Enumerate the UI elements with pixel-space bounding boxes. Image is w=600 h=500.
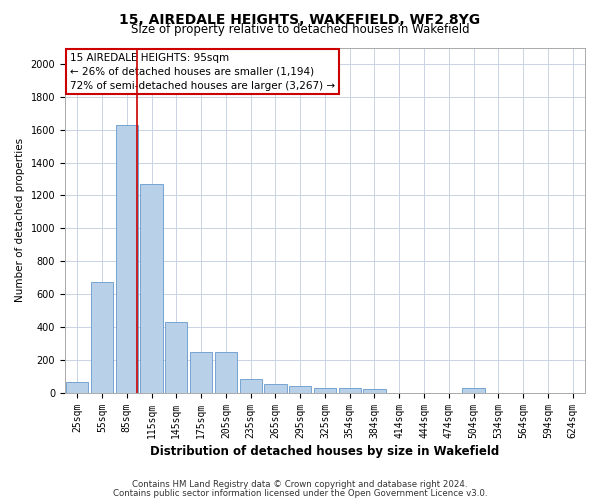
Bar: [140, 184, 163, 392]
Bar: [289, 386, 311, 392]
Text: 15, AIREDALE HEIGHTS, WAKEFIELD, WF2 8YG: 15, AIREDALE HEIGHTS, WAKEFIELD, WF2 8YG: [119, 12, 481, 26]
Text: Contains public sector information licensed under the Open Government Licence v3: Contains public sector information licen…: [113, 489, 487, 498]
Bar: [215, 352, 237, 393]
Bar: [264, 384, 287, 392]
Text: 15 AIREDALE HEIGHTS: 95sqm
← 26% of detached houses are smaller (1,194)
72% of s: 15 AIREDALE HEIGHTS: 95sqm ← 26% of deta…: [70, 52, 335, 90]
Bar: [463, 388, 485, 392]
Y-axis label: Number of detached properties: Number of detached properties: [15, 138, 25, 302]
Bar: [314, 388, 336, 392]
Bar: [338, 388, 361, 392]
Text: Size of property relative to detached houses in Wakefield: Size of property relative to detached ho…: [131, 22, 469, 36]
Bar: [364, 390, 386, 392]
X-axis label: Distribution of detached houses by size in Wakefield: Distribution of detached houses by size …: [151, 444, 500, 458]
Bar: [239, 380, 262, 392]
Bar: [165, 322, 187, 392]
Bar: [116, 124, 138, 392]
Bar: [91, 282, 113, 393]
Bar: [66, 382, 88, 392]
Bar: [190, 352, 212, 393]
Text: Contains HM Land Registry data © Crown copyright and database right 2024.: Contains HM Land Registry data © Crown c…: [132, 480, 468, 489]
